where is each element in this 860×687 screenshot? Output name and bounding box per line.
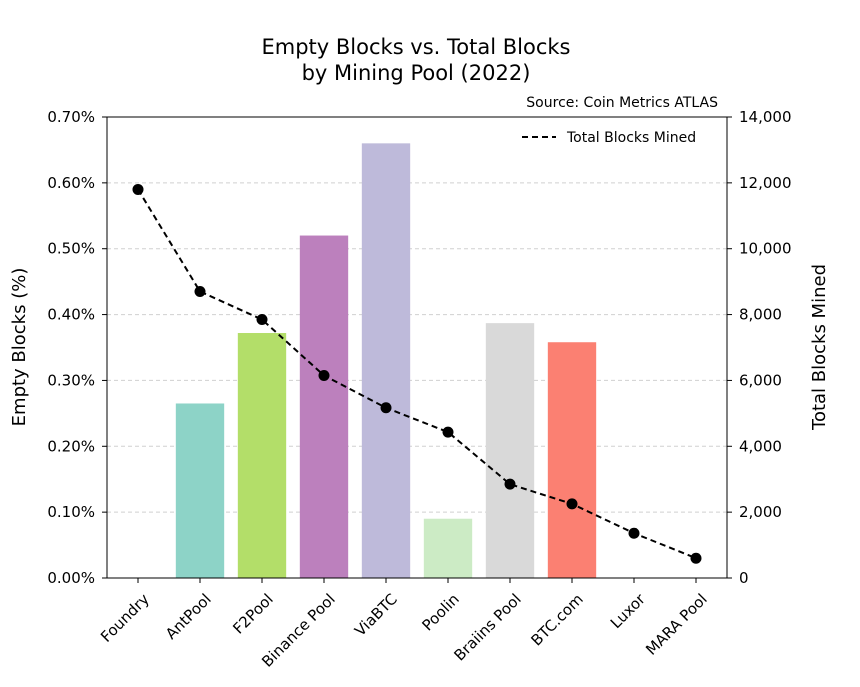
series-point xyxy=(132,183,144,195)
series-point xyxy=(566,498,578,510)
x-tick-label: Luxor xyxy=(607,590,650,633)
x-tick-label: Poolin xyxy=(418,590,462,634)
bar xyxy=(423,518,473,578)
right-tick-label: 4,000 xyxy=(739,437,782,455)
right-tick-label: 8,000 xyxy=(739,306,782,324)
left-tick-label: 0.30% xyxy=(47,371,95,389)
total-blocks-line xyxy=(132,183,702,564)
x-tick-label: BTC.com xyxy=(528,590,587,649)
bars xyxy=(175,143,597,579)
legend: Total Blocks Mined xyxy=(522,130,696,146)
x-tick-label: F2Pool xyxy=(229,590,277,638)
right-tick-label: 14,000 xyxy=(739,108,792,126)
left-tick-label: 0.00% xyxy=(47,569,95,587)
right-y-axis: 0 2,000 4,000 6,000 8,000 10,000 12,000 14,000 xyxy=(727,108,792,587)
bar xyxy=(237,333,287,578)
series-point xyxy=(380,402,392,414)
series-point xyxy=(442,426,454,438)
series-point xyxy=(256,314,268,326)
series-point xyxy=(504,478,516,490)
legend-label: Total Blocks Mined xyxy=(566,130,696,146)
left-tick-label: 0.10% xyxy=(47,503,95,521)
left-y-axis: 0.00% 0.10% 0.20% 0.30% 0.40% 0.50% 0.60% 0.70% xyxy=(47,108,107,587)
bar xyxy=(485,323,535,578)
right-tick-label: 6,000 xyxy=(739,371,782,389)
series-point xyxy=(318,369,330,381)
right-tick-label: 0 xyxy=(739,569,749,587)
bar xyxy=(299,235,349,579)
plot-frame xyxy=(106,116,728,579)
x-tick-label: Foundry xyxy=(97,590,153,646)
right-tick-label: 12,000 xyxy=(739,174,792,192)
series-point xyxy=(194,286,206,298)
left-tick-label: 0.50% xyxy=(47,240,95,258)
series-point xyxy=(628,527,640,539)
gridlines xyxy=(107,182,727,513)
source-note: Source: Coin Metrics ATLAS xyxy=(526,95,718,111)
series-line xyxy=(137,188,697,560)
chart-title-line1: Empty Blocks vs. Total Blocks xyxy=(262,35,571,59)
series-point xyxy=(690,552,702,564)
right-axis-label: Total Blocks Mined xyxy=(809,264,830,431)
left-tick-label: 0.60% xyxy=(47,174,95,192)
x-tick-label: Braiins Pool xyxy=(451,590,525,664)
left-tick-label: 0.40% xyxy=(47,306,95,324)
right-tick-label: 2,000 xyxy=(739,503,782,521)
bar xyxy=(547,342,597,578)
x-tick-label: MARA Pool xyxy=(642,590,711,659)
right-tick-label: 10,000 xyxy=(739,240,792,258)
bar xyxy=(361,143,411,579)
left-tick-label: 0.20% xyxy=(47,437,95,455)
x-tick-label: AntPool xyxy=(162,590,215,643)
bar xyxy=(175,403,225,578)
left-tick-label: 0.70% xyxy=(47,108,95,126)
x-tick-label: ViaBTC xyxy=(351,590,401,640)
left-axis-label: Empty Blocks (%) xyxy=(9,268,30,427)
chart-title-line2: by Mining Pool (2022) xyxy=(302,61,531,85)
